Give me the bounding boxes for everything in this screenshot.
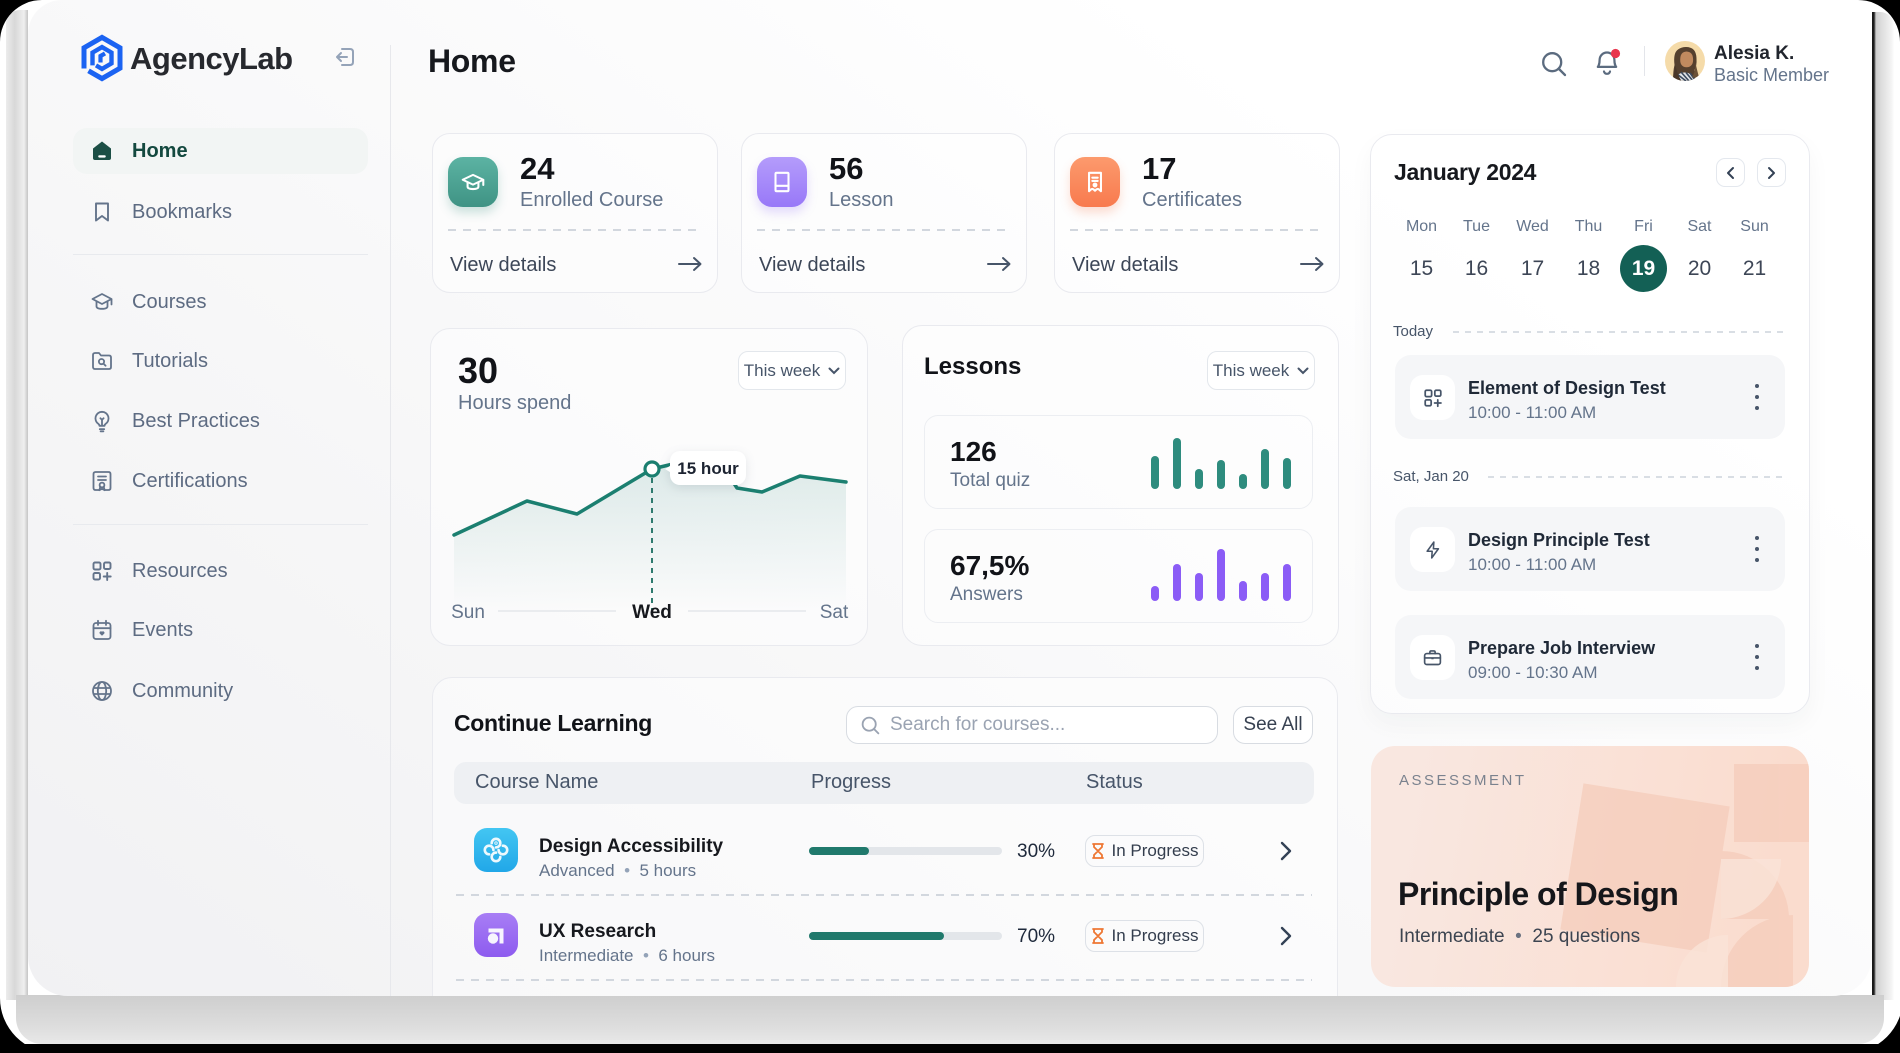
svg-text:Sat: Sat xyxy=(820,602,849,623)
svg-text:Wed: Wed xyxy=(632,602,672,623)
svg-text:15 hour: 15 hour xyxy=(677,459,739,478)
svg-text:Sun: Sun xyxy=(451,602,485,623)
